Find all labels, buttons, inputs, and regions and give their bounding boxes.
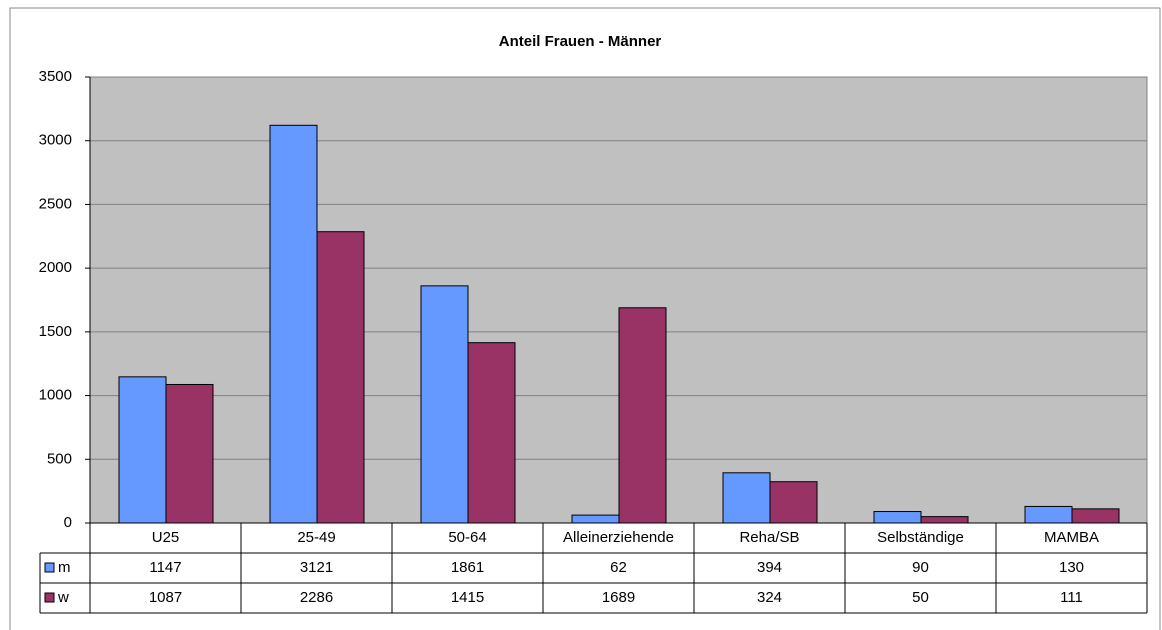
bar: [571, 514, 620, 524]
bar: [722, 472, 771, 524]
table-value: 130: [1059, 559, 1084, 576]
table-value: 62: [610, 559, 627, 576]
table-value: 1861: [451, 559, 484, 576]
x-tick-label: 50-64: [448, 529, 486, 546]
x-tick-label: Reha/SB: [739, 529, 799, 546]
table-value: 1147: [149, 559, 181, 576]
legend-key: [44, 562, 55, 573]
bar: [165, 383, 214, 524]
bar: [873, 511, 922, 524]
bar: [467, 342, 516, 524]
table-value: 1415: [451, 589, 484, 606]
table-value: 324: [757, 589, 782, 606]
y-tick-label: 3500: [39, 68, 72, 85]
x-tick-label: MAMBA: [1044, 529, 1099, 546]
y-tick-label: 2500: [39, 195, 72, 212]
y-tick-label: 500: [47, 450, 72, 467]
y-tick-label: 2000: [39, 259, 72, 276]
x-tick-label: Alleinerziehende: [563, 529, 674, 546]
table-value: 1689: [602, 589, 635, 606]
table-value: 394: [757, 559, 782, 576]
table-value: 1087: [149, 589, 182, 606]
x-tick-label: 25-49: [297, 529, 335, 546]
y-tick-label: 3000: [39, 132, 72, 149]
bar: [316, 231, 365, 524]
bar: [1071, 508, 1120, 524]
legend-key: [44, 592, 55, 603]
table-value: 50: [912, 589, 929, 606]
table-value: 111: [1060, 589, 1083, 606]
bar: [1024, 505, 1073, 524]
y-tick-label: 1000: [39, 387, 72, 404]
bar: [118, 376, 167, 524]
bar: [769, 481, 818, 524]
bar: [920, 516, 969, 524]
table-value: 3121: [300, 559, 333, 576]
table-value: 2286: [300, 589, 333, 606]
y-tick-label: 1500: [39, 323, 72, 340]
legend-label: w: [57, 589, 69, 606]
bar: [269, 124, 318, 524]
x-tick-label: U25: [152, 529, 180, 546]
y-tick-label: 0: [64, 514, 72, 531]
x-tick-label: Selbständige: [877, 529, 964, 546]
chart-title: Anteil Frauen - Männer: [499, 33, 662, 50]
table-value: 90: [912, 559, 929, 576]
bar: [618, 307, 667, 524]
legend-label: m: [58, 559, 71, 576]
bar: [420, 285, 469, 524]
